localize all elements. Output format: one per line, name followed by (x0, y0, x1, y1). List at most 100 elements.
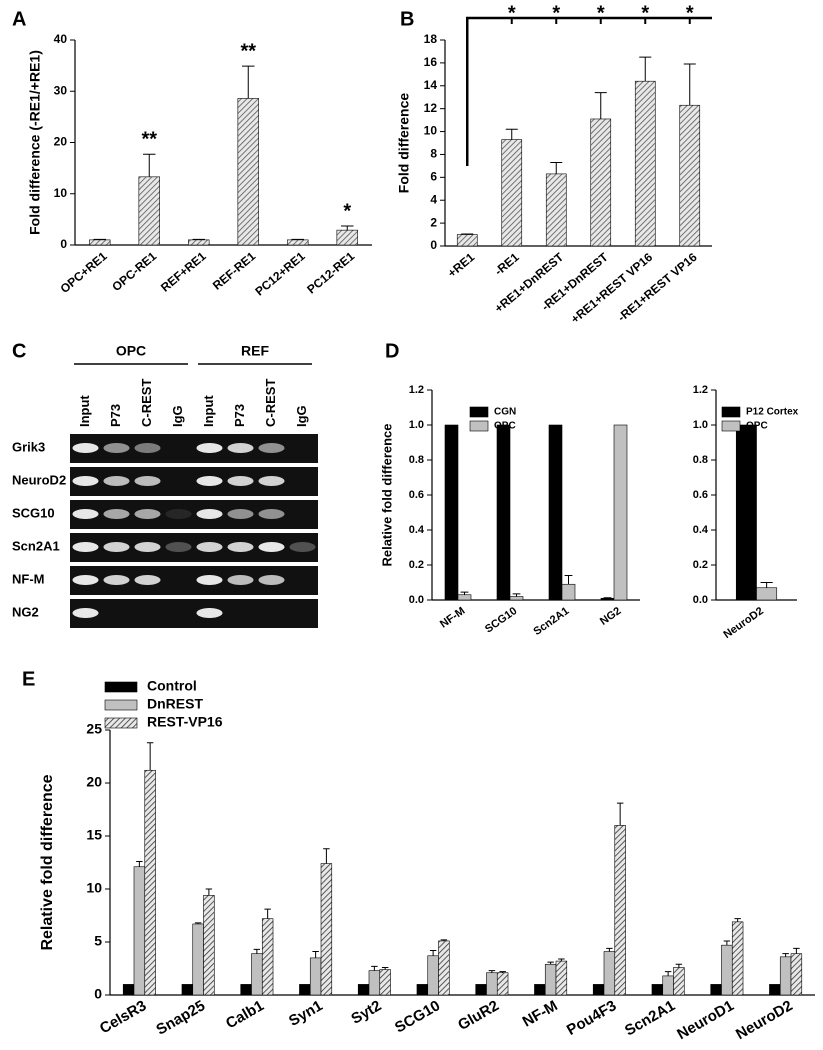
bar (299, 984, 311, 996)
bar (590, 118, 612, 247)
legend-label: DnREST (147, 696, 203, 712)
lane-label: Input (77, 395, 92, 427)
bar (710, 984, 722, 996)
bar (240, 984, 252, 996)
y-tick-label: 0.8 (409, 454, 424, 466)
error-bar (242, 65, 255, 99)
bar (438, 940, 450, 996)
x-tick-label: PC12+RE1 (252, 249, 307, 299)
error-bar (512, 593, 521, 597)
error-bar (639, 56, 652, 82)
error-bar (194, 922, 202, 924)
error-bar (381, 966, 389, 970)
y-tick-label: 0.8 (693, 454, 708, 466)
bar (756, 587, 778, 601)
bar (561, 583, 576, 601)
error-bar (143, 153, 156, 177)
gel-band (103, 575, 130, 585)
bar (731, 921, 744, 996)
bar (651, 984, 664, 996)
bar (769, 984, 781, 996)
y-tick-label: 0.0 (693, 594, 708, 606)
bar (603, 951, 616, 996)
legend-swatch (469, 420, 489, 432)
legend-label: OPC (746, 421, 768, 432)
x-tick-label: SCG10 (392, 997, 443, 1036)
y-tick-label: 20 (54, 135, 68, 149)
y-tick-label: 0 (94, 986, 102, 1002)
x-tick-label: NF-M (438, 605, 467, 631)
y-tick-label: 1.2 (409, 384, 424, 396)
group-label: REF (241, 343, 269, 359)
error-bar (341, 225, 354, 231)
bar (790, 953, 803, 996)
row-label: NeuroD2 (12, 472, 66, 487)
error-bar (603, 597, 612, 599)
bar (138, 176, 160, 246)
legend-label: Control (147, 678, 197, 694)
bar (89, 239, 111, 246)
bar (534, 984, 546, 996)
bar (133, 866, 146, 996)
significance-label: * (343, 200, 351, 222)
gel-band (289, 542, 316, 552)
significance-label: * (641, 2, 649, 24)
legend-swatch (721, 420, 741, 432)
y-tick-label: 14 (424, 78, 438, 92)
error-bar (760, 582, 773, 588)
significance-label: * (508, 2, 516, 24)
bar (144, 769, 156, 996)
bar (237, 98, 259, 246)
bar (496, 972, 509, 996)
lane-label: Input (201, 395, 216, 427)
x-tick-label: +RE1 (445, 250, 477, 280)
error-bar (264, 908, 271, 919)
bar (679, 104, 701, 247)
x-tick-label: NF-M (520, 997, 561, 1030)
x-tick-label: Syt2 (348, 997, 384, 1028)
y-tick-label: 6 (430, 170, 437, 184)
y-tick-label: 40 (54, 32, 68, 46)
error-bar (93, 238, 106, 240)
error-bar (253, 948, 261, 954)
bar (287, 239, 309, 246)
gel-band (196, 608, 223, 618)
y-tick-label: 5 (94, 933, 102, 949)
error-bar (429, 949, 437, 956)
gel-band (227, 443, 254, 453)
x-tick-label: SCG10 (483, 605, 519, 636)
y-tick-label: 0.4 (693, 524, 709, 536)
legend-label: REST-VP16 (147, 714, 223, 730)
significance-bracket (466, 16, 712, 166)
legend-label: OPC (494, 421, 516, 432)
gel-band (227, 542, 254, 552)
panel-letter: A (12, 8, 26, 30)
x-tick-label: CelsR3 (97, 997, 150, 1037)
x-tick-label: -RE1 (492, 250, 522, 279)
panel-letter: D (385, 340, 399, 362)
gel-band (134, 443, 161, 453)
error-bar (136, 860, 143, 867)
legend-swatch (104, 681, 138, 693)
gel-band (72, 575, 99, 585)
panel-letter: E (22, 668, 35, 690)
gel-band (196, 542, 223, 552)
bar (457, 594, 472, 601)
gel-band (258, 443, 285, 453)
lane-label: IgG (294, 405, 309, 427)
bar (379, 969, 391, 996)
y-tick-label: 12 (424, 101, 438, 115)
x-tick-label: GluR2 (455, 997, 502, 1034)
y-tick-label: 10 (86, 880, 102, 896)
x-tick-label: PC12-RE1 (304, 249, 357, 297)
error-bar (371, 965, 378, 971)
gel-band (72, 608, 99, 618)
y-tick-label: 2 (430, 215, 437, 229)
bar (122, 984, 135, 996)
bar (486, 972, 498, 996)
gel-band (196, 443, 223, 453)
bar (261, 918, 274, 996)
error-bar (312, 951, 319, 958)
gel-band (103, 509, 130, 519)
